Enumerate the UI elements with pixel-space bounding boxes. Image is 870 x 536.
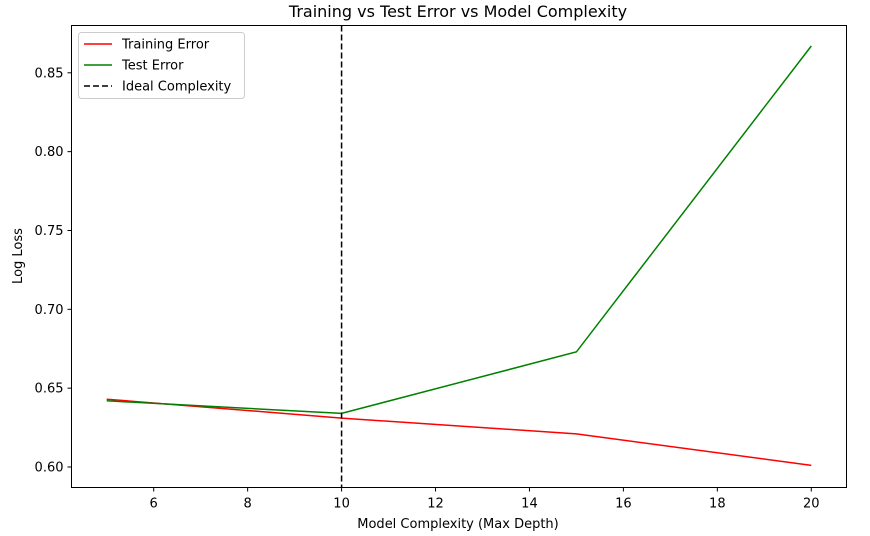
chart-title: Training vs Test Error vs Model Complexi… xyxy=(288,2,627,21)
y-tick-label: 0.70 xyxy=(35,303,64,318)
legend: Training Error Test Error Ideal Complexity xyxy=(78,32,245,99)
series-line-training-error xyxy=(106,398,812,467)
legend-label: Ideal Complexity xyxy=(122,80,232,95)
x-tick-label: 20 xyxy=(803,497,820,512)
x-axis-label: Model Complexity (Max Depth) xyxy=(357,517,558,532)
x-tick-label: 10 xyxy=(333,497,350,512)
y-axis: 0.60 0.65 0.70 0.75 0.80 0.85 xyxy=(35,66,72,476)
y-axis-label: Log Loss xyxy=(11,228,26,284)
x-tick-label: 6 xyxy=(150,497,158,512)
x-tick-label: 18 xyxy=(709,497,726,512)
y-tick-label: 0.65 xyxy=(35,382,64,397)
legend-label: Test Error xyxy=(121,59,184,74)
plot-area xyxy=(71,25,847,488)
legend-box xyxy=(78,32,245,99)
y-tick-label: 0.60 xyxy=(35,461,64,476)
legend-label: Training Error xyxy=(121,38,210,53)
y-tick-label: 0.75 xyxy=(35,224,64,239)
x-tick-label: 14 xyxy=(521,497,538,512)
x-tick-label: 16 xyxy=(615,497,632,512)
data-layer xyxy=(106,25,812,488)
y-tick-label: 0.85 xyxy=(35,66,64,81)
x-axis: 6 8 10 12 14 16 18 20 xyxy=(150,487,820,512)
series-line-test-error xyxy=(106,45,812,415)
x-tick-label: 12 xyxy=(427,497,444,512)
x-tick-label: 8 xyxy=(243,497,251,512)
y-tick-label: 0.80 xyxy=(35,145,64,160)
